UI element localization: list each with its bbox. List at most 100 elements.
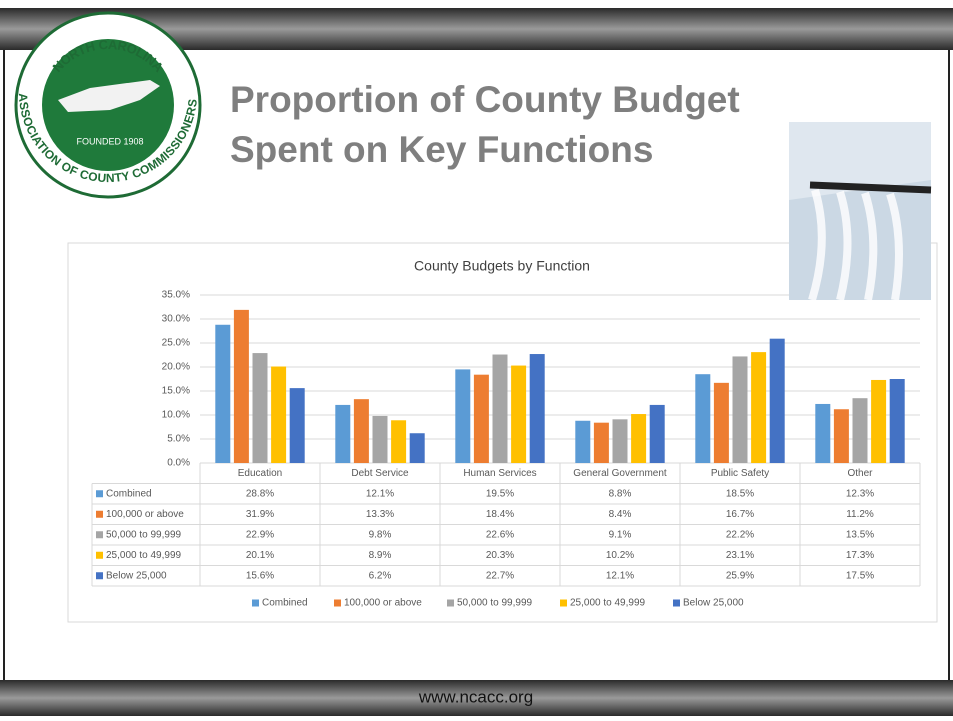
data-label: 25.9% bbox=[726, 570, 754, 581]
data-label: 17.3% bbox=[846, 550, 874, 561]
chart-title: County Budgets by Function bbox=[414, 258, 590, 274]
bar bbox=[335, 404, 351, 463]
table-key bbox=[96, 510, 103, 518]
data-label: 12.1% bbox=[366, 488, 394, 499]
legend-label: Combined bbox=[262, 598, 308, 609]
table-row-label: Below 25,000 bbox=[106, 570, 167, 581]
bar bbox=[732, 356, 748, 463]
bar bbox=[751, 352, 767, 463]
table-row-label: 50,000 to 99,999 bbox=[106, 529, 182, 540]
y-tick-label: 5.0% bbox=[167, 434, 190, 445]
bar bbox=[649, 404, 665, 463]
x-tick-label: Debt Service bbox=[351, 468, 409, 479]
bar bbox=[871, 379, 887, 463]
data-label: 19.5% bbox=[486, 488, 514, 499]
data-label: 13.5% bbox=[846, 529, 874, 540]
bar bbox=[769, 338, 785, 463]
bar bbox=[593, 422, 609, 463]
data-label: 8.8% bbox=[609, 488, 632, 499]
legend-key bbox=[447, 599, 454, 607]
bar bbox=[372, 415, 388, 463]
data-label: 17.5% bbox=[846, 570, 874, 581]
x-tick-label: Other bbox=[847, 468, 873, 479]
bar bbox=[252, 353, 268, 463]
bottom-bar bbox=[0, 680, 953, 716]
table-key bbox=[96, 551, 103, 559]
slide-title: Spent on Key Functions bbox=[230, 129, 653, 170]
chart: County Budgets by Function 0.0% 5.0% 10.0% 1… bbox=[91, 258, 921, 609]
bar bbox=[529, 354, 545, 463]
bar bbox=[271, 366, 287, 463]
bar bbox=[233, 309, 249, 463]
data-label: 6.2% bbox=[369, 570, 392, 581]
legend-key bbox=[252, 599, 259, 607]
legend-key bbox=[334, 599, 341, 607]
bar bbox=[353, 399, 369, 463]
data-label: 16.7% bbox=[726, 509, 754, 520]
data-label: 18.5% bbox=[726, 488, 754, 499]
data-label: 31.9% bbox=[246, 509, 274, 520]
data-label: 12.3% bbox=[846, 488, 874, 499]
data-label: 18.4% bbox=[486, 509, 514, 520]
photo bbox=[789, 122, 932, 302]
x-tick-label: Human Services bbox=[463, 468, 536, 479]
x-tick-label: Public Safety bbox=[711, 468, 769, 479]
data-label: 28.8% bbox=[246, 488, 274, 499]
y-tick-label: 20.0% bbox=[162, 362, 190, 373]
data-label: 10.2% bbox=[606, 550, 634, 561]
legend-key bbox=[673, 599, 680, 607]
y-tick-label: 15.0% bbox=[162, 386, 190, 397]
data-label: 22.7% bbox=[486, 570, 514, 581]
bar bbox=[391, 420, 407, 463]
bar bbox=[455, 369, 471, 463]
slide-title: Proportion of County Budget bbox=[230, 79, 740, 120]
data-label: 22.9% bbox=[246, 529, 274, 540]
y-tick-label: 10.0% bbox=[162, 410, 190, 421]
bar bbox=[695, 374, 711, 463]
y-tick-label: 0.0% bbox=[167, 458, 190, 469]
legend-label: 25,000 to 49,999 bbox=[570, 598, 646, 609]
data-label: 12.1% bbox=[606, 570, 634, 581]
data-label: 20.1% bbox=[246, 550, 274, 561]
bar bbox=[815, 403, 831, 463]
data-label: 8.4% bbox=[609, 509, 632, 520]
data-label: 13.3% bbox=[366, 509, 394, 520]
footer: www.ncacc.org bbox=[418, 687, 533, 706]
legend-label: Below 25,000 bbox=[683, 598, 744, 609]
bar bbox=[631, 414, 647, 463]
bar bbox=[492, 354, 508, 463]
bar bbox=[852, 398, 868, 463]
data-label: 22.6% bbox=[486, 529, 514, 540]
data-label: 9.1% bbox=[609, 529, 632, 540]
logo: ASSOCIATION OF COUNTY COMMISSIONERS NORT… bbox=[14, 11, 202, 199]
bar bbox=[511, 365, 527, 463]
logo-founded: FOUNDED 1908 bbox=[76, 136, 143, 146]
bar bbox=[409, 433, 425, 463]
table-row-label: 100,000 or above bbox=[106, 509, 184, 520]
table-row-label: Combined bbox=[106, 488, 152, 499]
data-label: 9.8% bbox=[369, 529, 392, 540]
legend-label: 50,000 to 99,999 bbox=[457, 598, 533, 609]
legend-key bbox=[560, 599, 567, 607]
data-label: 11.2% bbox=[846, 509, 874, 520]
bar bbox=[575, 420, 591, 463]
table-row-label: 25,000 to 49,999 bbox=[106, 550, 182, 561]
y-tick-label: 25.0% bbox=[162, 338, 190, 349]
bar bbox=[713, 382, 729, 463]
data-label: 8.9% bbox=[369, 550, 392, 561]
bar bbox=[833, 409, 849, 463]
table-key bbox=[96, 531, 103, 539]
bar bbox=[889, 379, 905, 463]
y-tick-label: 35.0% bbox=[162, 290, 190, 301]
bar bbox=[473, 374, 489, 463]
data-label: 23.1% bbox=[726, 550, 754, 561]
data-label: 15.6% bbox=[246, 570, 274, 581]
legend-label: 100,000 or above bbox=[344, 598, 422, 609]
x-tick-label: Education bbox=[238, 468, 282, 479]
table-key bbox=[96, 572, 103, 580]
table-key bbox=[96, 490, 103, 498]
y-tick-label: 30.0% bbox=[162, 314, 190, 325]
x-tick-label: General Government bbox=[573, 468, 667, 479]
bar bbox=[215, 324, 231, 463]
